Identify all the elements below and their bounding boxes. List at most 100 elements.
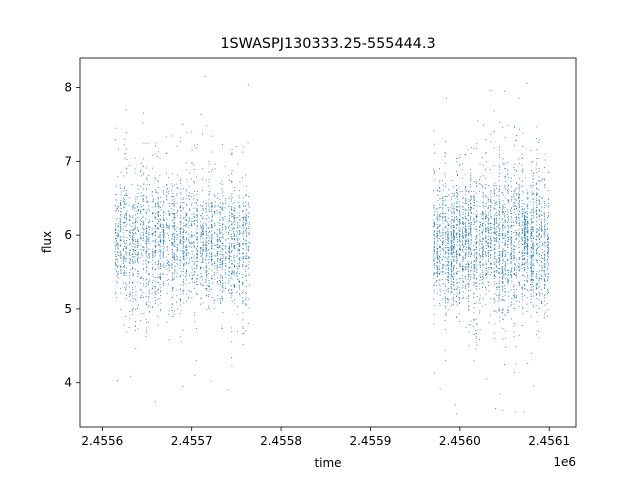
data-point: [493, 244, 495, 246]
data-point: [505, 337, 507, 339]
data-point: [202, 259, 204, 261]
data-point: [242, 217, 244, 219]
data-point: [117, 247, 118, 249]
data-point: [173, 222, 175, 224]
data-point: [453, 258, 455, 260]
data-point: [470, 231, 471, 233]
data-point: [522, 244, 524, 246]
data-point: [515, 198, 517, 200]
data-point: [174, 236, 176, 238]
data-point: [441, 278, 443, 280]
data-point: [456, 241, 458, 243]
data-point: [125, 194, 127, 196]
data-point: [217, 205, 219, 207]
data-point: [465, 236, 467, 238]
data-point: [237, 278, 239, 280]
data-point: [518, 306, 520, 307]
data-point: [462, 228, 464, 230]
data-point: [185, 300, 187, 302]
data-point: [183, 231, 185, 233]
data-point: [159, 236, 161, 238]
data-point: [149, 210, 151, 212]
data-point: [189, 243, 191, 245]
data-point: [196, 256, 198, 258]
data-point: [437, 261, 439, 263]
data-point: [447, 271, 449, 273]
data-point: [196, 225, 198, 227]
data-point: [173, 262, 175, 263]
data-point: [245, 265, 247, 267]
data-point: [200, 303, 201, 305]
data-point: [114, 232, 116, 234]
data-point: [521, 208, 523, 210]
data-point: [173, 200, 175, 202]
data-point: [511, 255, 513, 257]
data-point: [166, 259, 168, 261]
data-point: [450, 232, 452, 234]
data-point: [502, 250, 504, 252]
data-point: [119, 202, 121, 204]
data-point: [188, 195, 190, 197]
data-point: [513, 252, 515, 254]
data-point: [238, 253, 240, 255]
data-point: [155, 247, 156, 248]
data-point: [474, 196, 476, 198]
data-point: [451, 264, 453, 266]
data-point: [117, 205, 119, 207]
data-point: [433, 372, 435, 374]
data-point: [444, 328, 446, 330]
data-point: [494, 222, 496, 224]
data-point: [134, 325, 136, 327]
data-point: [485, 254, 486, 256]
data-point: [148, 293, 150, 295]
data-point: [186, 220, 188, 222]
data-point: [222, 286, 224, 288]
data-point: [202, 267, 204, 269]
data-point: [510, 200, 512, 202]
data-point: [196, 328, 197, 329]
data-point: [115, 265, 117, 267]
data-point: [513, 325, 515, 327]
data-point: [132, 253, 134, 255]
data-point: [216, 268, 218, 270]
data-point: [479, 279, 481, 281]
data-point: [196, 210, 198, 211]
data-point: [437, 227, 439, 229]
data-point: [166, 292, 168, 294]
data-point: [234, 208, 236, 209]
data-point: [502, 318, 504, 320]
data-point: [504, 269, 506, 271]
data-point: [445, 196, 447, 198]
data-point: [221, 262, 223, 264]
data-point: [230, 198, 232, 200]
data-point: [163, 234, 165, 236]
data-point: [479, 191, 480, 192]
data-point: [479, 262, 481, 264]
data-point: [209, 237, 211, 239]
data-point: [498, 205, 500, 207]
data-point: [210, 246, 212, 248]
data-point: [445, 253, 447, 255]
data-point: [219, 237, 221, 238]
data-point: [135, 233, 137, 235]
data-point: [474, 334, 476, 335]
data-point: [433, 264, 435, 266]
data-point: [498, 164, 500, 166]
data-point: [502, 271, 504, 273]
data-point: [469, 228, 471, 230]
data-point: [516, 216, 518, 218]
data-point: [189, 210, 191, 212]
data-point: [142, 247, 144, 249]
data-point: [476, 252, 478, 254]
data-point: [154, 234, 156, 236]
data-point: [222, 256, 224, 258]
data-point: [511, 268, 513, 269]
data-point: [194, 281, 196, 283]
data-point: [208, 209, 210, 211]
data-point: [453, 224, 455, 226]
data-point: [152, 206, 154, 208]
data-point: [453, 260, 455, 262]
data-point: [157, 298, 159, 300]
data-point: [504, 219, 506, 221]
data-point: [475, 193, 477, 195]
